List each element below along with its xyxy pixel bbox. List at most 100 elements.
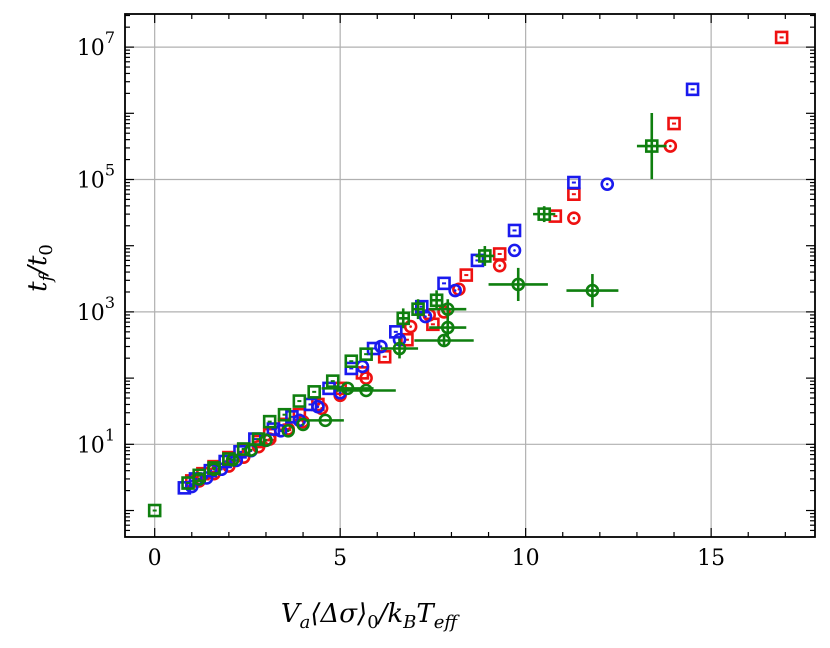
data-point-circle (440, 320, 455, 335)
data-point-circle (359, 371, 373, 385)
data-point-circle (511, 277, 526, 292)
marker-center (152, 509, 157, 512)
marker-center (241, 447, 246, 450)
data-point-square (644, 139, 659, 153)
marker-center (226, 458, 231, 461)
data-point-square (344, 354, 359, 369)
x-tick-label: 15 (697, 546, 725, 571)
marker-center (231, 458, 234, 462)
data-point-square (667, 116, 681, 131)
series-blue-squares (177, 82, 700, 495)
data-point-square (359, 347, 373, 361)
data-point-circle (600, 177, 615, 191)
marker-center (289, 415, 294, 418)
series-green-squares (147, 112, 667, 518)
marker-center (349, 367, 354, 370)
data-point-square (266, 422, 281, 436)
marker-center (364, 389, 368, 392)
marker-center (256, 438, 261, 441)
marker-center (453, 289, 457, 292)
data-point-circle (214, 462, 229, 477)
marker-center (308, 403, 313, 406)
data-point-square (429, 293, 444, 308)
marker-center (223, 460, 228, 463)
marker-center (379, 345, 383, 348)
data-point-square (507, 223, 522, 238)
marker-center (672, 122, 677, 125)
data-point-circle (340, 381, 355, 396)
marker-center (404, 338, 409, 341)
marker-center (516, 283, 520, 286)
data-point-circle (359, 383, 373, 398)
y-tick-label: 107 (77, 28, 115, 61)
data-point-circle (492, 258, 507, 273)
marker-center (398, 347, 401, 350)
marker-center (779, 36, 784, 39)
marker-center (513, 249, 516, 252)
marker-center (553, 215, 558, 218)
marker-center (316, 405, 320, 409)
data-point-square (459, 268, 474, 282)
data-point-square (251, 432, 266, 446)
data-point-circle (296, 417, 310, 432)
marker-center (409, 325, 412, 328)
data-point-square (285, 410, 299, 424)
data-point-circle (225, 453, 240, 467)
marker-center (279, 429, 283, 433)
marker-center (330, 380, 335, 383)
data-point-circle (199, 471, 214, 485)
marker-center (434, 299, 439, 302)
series-green-circles (192, 267, 619, 486)
data-point-circle (440, 302, 455, 316)
marker-center (442, 339, 446, 342)
marker-center (482, 254, 487, 257)
marker-center (301, 423, 305, 426)
marker-center (267, 420, 272, 423)
data-point-circle (311, 399, 325, 414)
marker-center (271, 428, 276, 431)
x-tick-label: 0 (148, 546, 162, 571)
marker-center (193, 477, 198, 480)
data-point-square (400, 332, 414, 347)
data-point-square (537, 207, 551, 221)
marker-center (257, 445, 260, 449)
marker-center (286, 429, 290, 433)
marker-center (249, 448, 253, 452)
marker-center (197, 477, 201, 481)
marker-center (401, 317, 406, 320)
plot-border (124, 13, 816, 538)
data-point-circle (281, 424, 296, 438)
y-tick-label: 101 (77, 425, 115, 458)
marker-center (512, 229, 517, 232)
data-point-circle (418, 309, 433, 324)
marker-center (571, 181, 576, 184)
marker-center (312, 390, 317, 393)
marker-center (364, 353, 369, 356)
marker-center (542, 213, 547, 216)
data-point-circle (392, 341, 407, 356)
marker-center (338, 391, 342, 395)
data-point-circle (184, 479, 199, 494)
y-axis-label: tf/t0 (23, 244, 57, 292)
data-point-square (396, 311, 411, 326)
data-point-square (307, 385, 321, 399)
marker-center (212, 467, 216, 471)
y-tick-label: 103 (77, 293, 115, 326)
data-point-circle (374, 339, 388, 354)
marker-center (690, 88, 695, 91)
marker-center (393, 330, 398, 333)
marker-center (282, 413, 287, 416)
marker-center (297, 400, 302, 403)
data-point-circle (507, 243, 522, 258)
marker-center (446, 307, 450, 311)
marker-center (605, 182, 609, 186)
marker-center (238, 450, 242, 453)
marker-center (649, 145, 654, 148)
x-tick-label: 5 (333, 546, 347, 571)
data-point-square (262, 414, 277, 429)
data-point-circle (259, 433, 273, 448)
marker-center (324, 419, 327, 422)
marker-center (669, 144, 672, 148)
marker-center (349, 360, 354, 363)
